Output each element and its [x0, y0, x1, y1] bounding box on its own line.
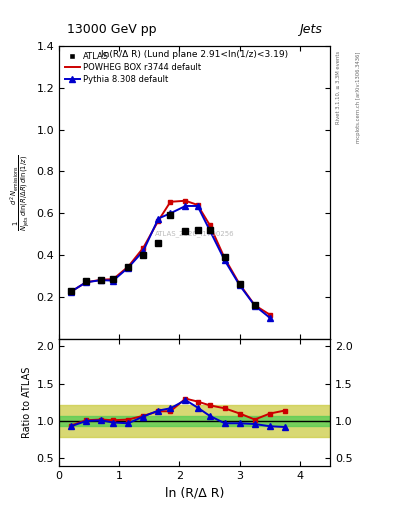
Y-axis label: $\frac{1}{N_\mathsf{jets}}\frac{d^2\,N_\mathsf{emissions}}{d\ln(R/\Delta R)\,d\l: $\frac{1}{N_\mathsf{jets}}\frac{d^2\,N_\…: [9, 154, 32, 231]
Bar: [59, 416, 330, 426]
Text: ATLAS_2020_I1790256: ATLAS_2020_I1790256: [155, 230, 234, 237]
X-axis label: ln (R/Δ R): ln (R/Δ R): [165, 486, 224, 499]
Bar: [59, 404, 330, 437]
Text: Rivet 3.1.10, ≥ 3.3M events: Rivet 3.1.10, ≥ 3.3M events: [336, 51, 341, 124]
Text: Jets: Jets: [299, 23, 322, 36]
Legend: ATLAS, POWHEG BOX r3744 default, Pythia 8.308 default: ATLAS, POWHEG BOX r3744 default, Pythia …: [63, 50, 203, 86]
Text: mcplots.cern.ch [arXiv:1306.3436]: mcplots.cern.ch [arXiv:1306.3436]: [356, 51, 361, 143]
Text: ln(R/Δ R) (Lund plane 2.91<ln(1/z)<3.19): ln(R/Δ R) (Lund plane 2.91<ln(1/z)<3.19): [101, 51, 288, 59]
Text: 13000 GeV pp: 13000 GeV pp: [67, 23, 156, 36]
Y-axis label: Ratio to ATLAS: Ratio to ATLAS: [22, 367, 32, 438]
